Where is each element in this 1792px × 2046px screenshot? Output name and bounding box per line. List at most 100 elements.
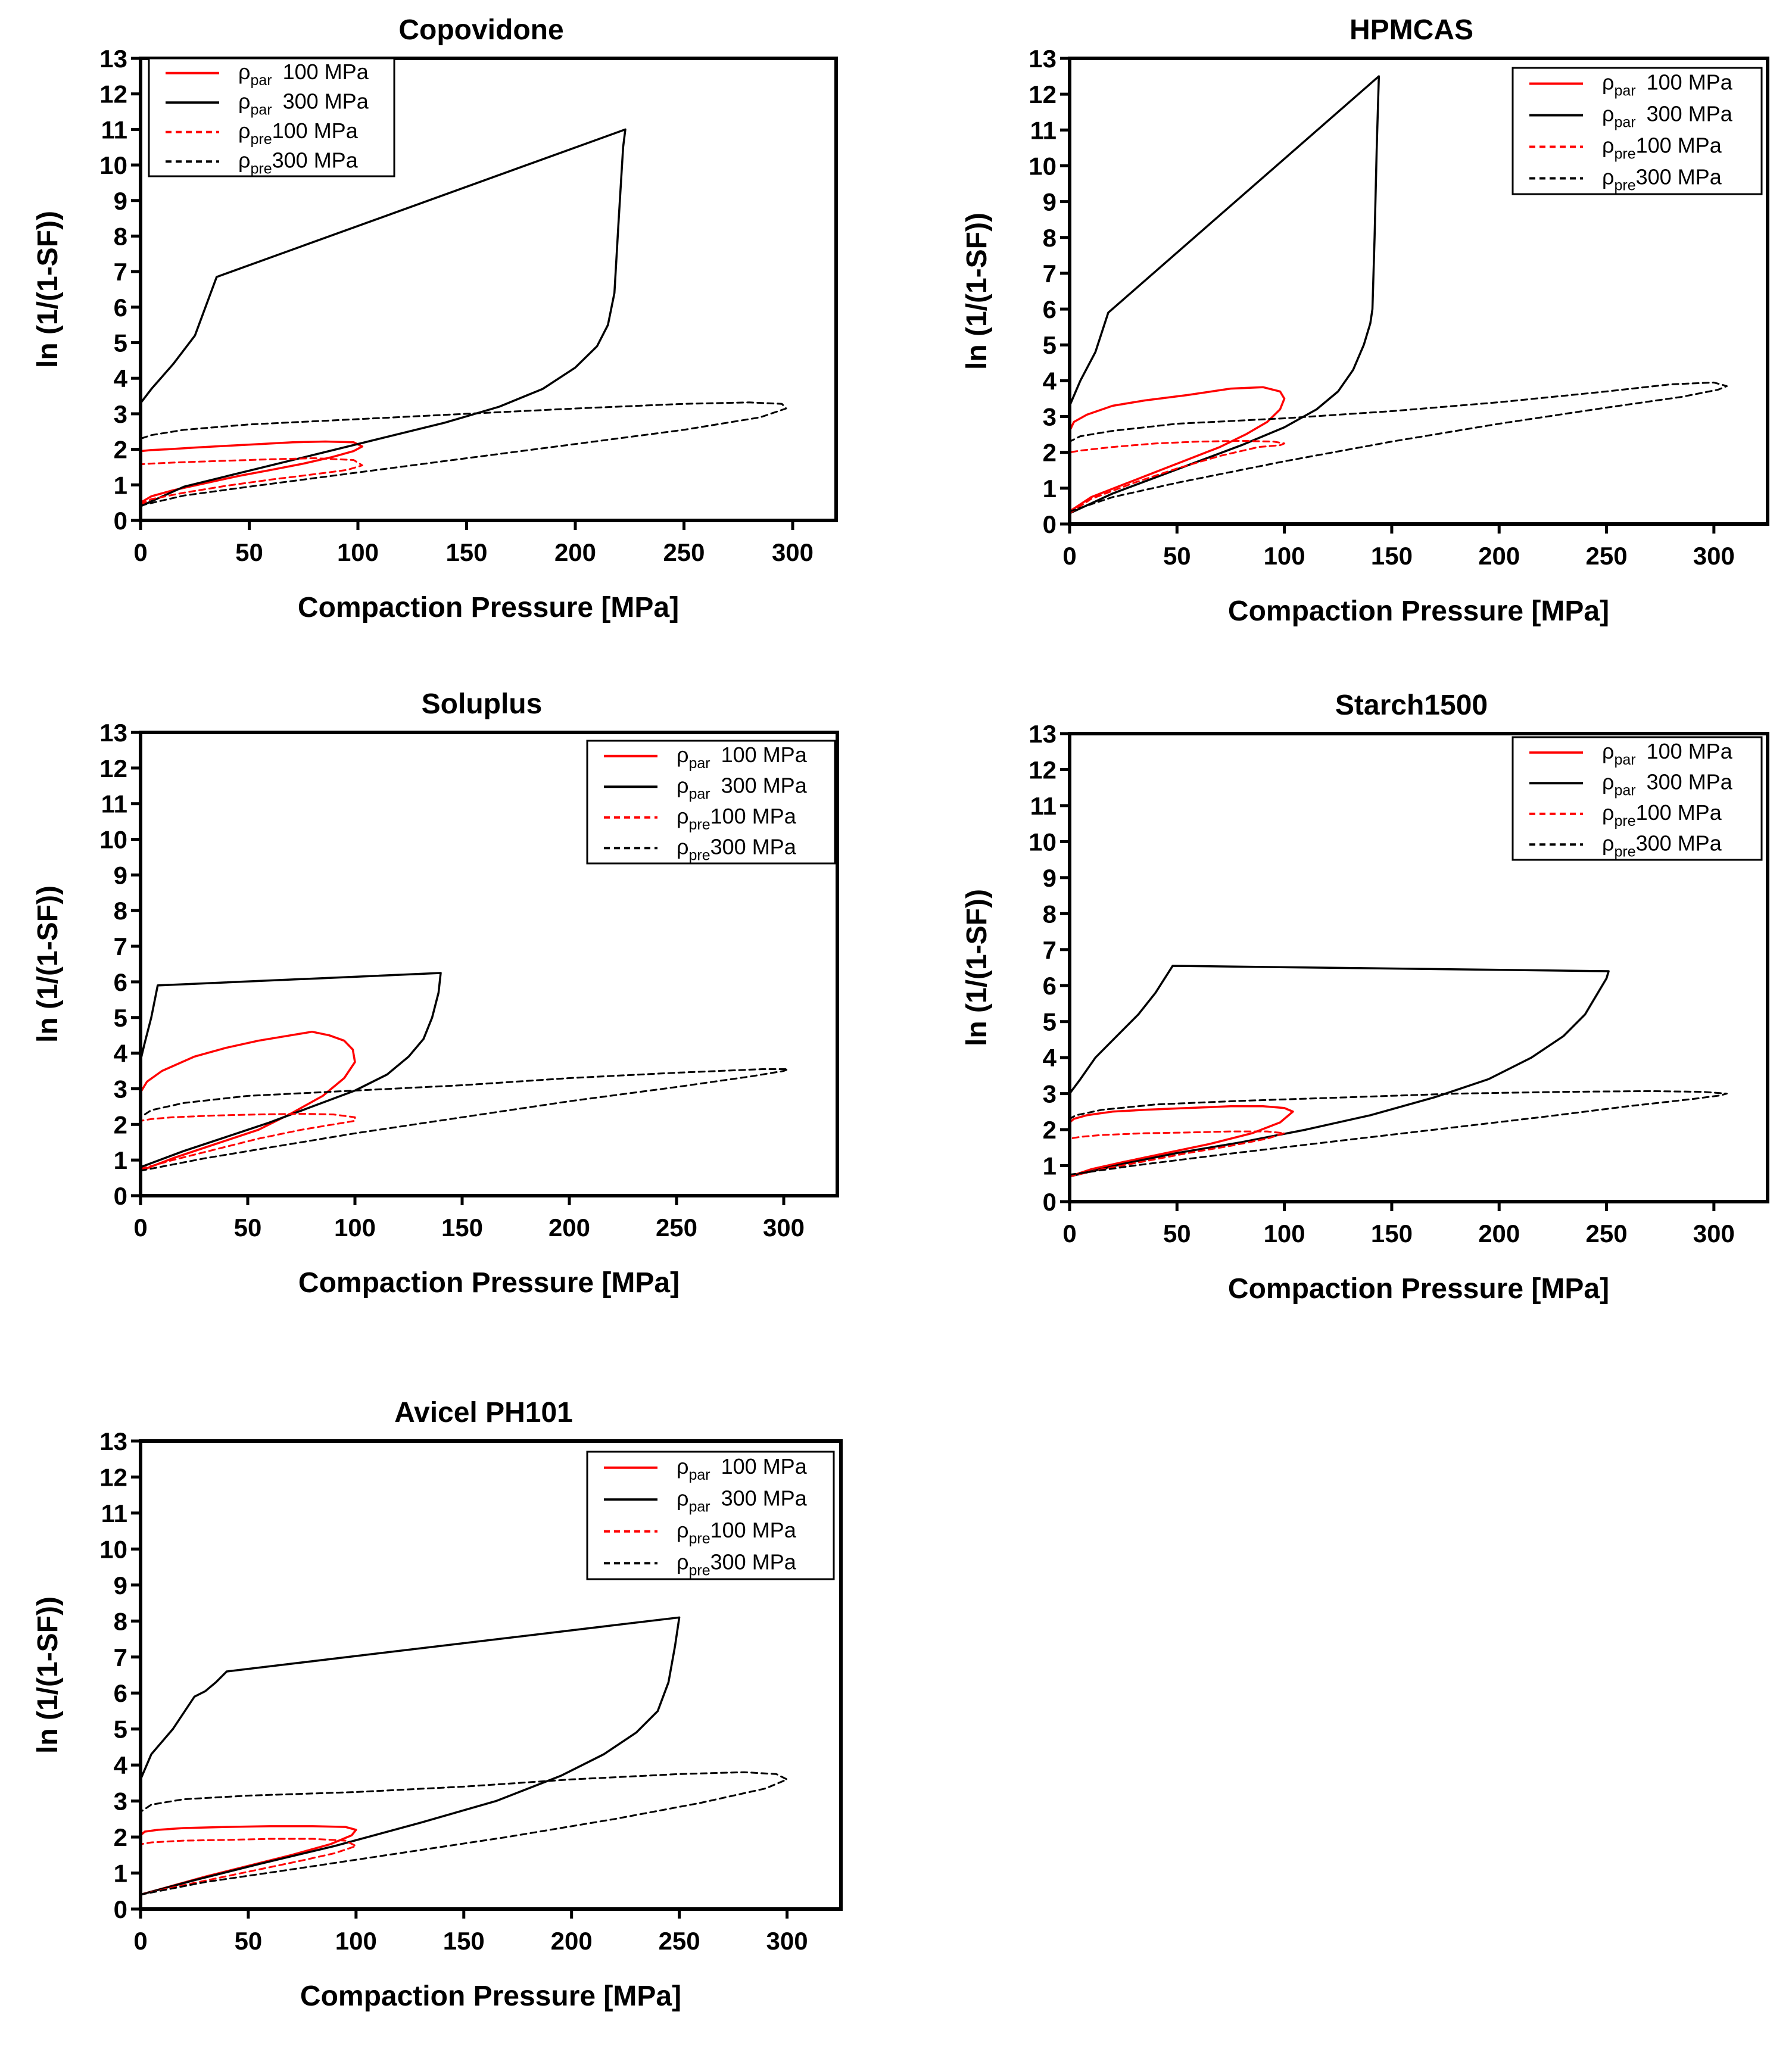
soluplus-ytick-label: 11 [101,790,127,818]
hpmcas-title: HPMCAS [1350,14,1473,46]
copovidone-ytick-label: 12 [99,80,127,108]
copovidone-ytick-label: 8 [114,222,127,250]
starch1500-series-pre100 [1070,1130,1286,1178]
hpmcas-xtick-label: 100 [1264,542,1305,570]
soluplus-title: Soluplus [422,688,543,720]
avicel-ph101-ytick-label: 1 [114,1860,127,1888]
avicel-ph101-legend-label: ρpar 300 MPa [677,1486,808,1515]
hpmcas-legend-label: ρpar 300 MPa [1602,102,1733,131]
soluplus-ytick-label: 9 [114,861,127,889]
copovidone-series-par100 [141,440,364,504]
copovidone-ytick-label: 11 [101,116,127,144]
copovidone-xtick-label: 150 [445,538,487,566]
copovidone-ytick-label: 2 [114,436,127,464]
starch1500-xtick-label: 300 [1693,1220,1735,1247]
starch1500-ytick-label: 4 [1043,1044,1057,1072]
soluplus-ytick-label: 12 [99,754,127,782]
copovidone-xtick-label: 200 [554,538,596,566]
starch1500-ytick-label: 6 [1043,972,1056,1000]
starch1500-xtick-label: 100 [1264,1220,1305,1247]
starch1500-legend-box [1511,736,1763,861]
hpmcas-legend-label: ρpre300 MPa [1602,165,1722,194]
starch1500-ytick-label: 3 [1043,1080,1056,1108]
hpmcas-xlabel: Compaction Pressure [MPa] [1228,595,1609,627]
copovidone-series-par300 [141,128,627,507]
avicel-ph101-legend-box [586,1451,835,1580]
avicel-ph101-ytick-label: 3 [114,1788,127,1816]
copovidone-legend-box [148,57,395,177]
copovidone-legend-label: ρpre300 MPa [238,148,359,177]
hpmcas-series-par300 [1070,75,1380,514]
starch1500-xtick-label: 150 [1371,1220,1413,1247]
soluplus-xtick-label: 200 [548,1214,590,1242]
starch1500-xtick-label: 200 [1478,1220,1520,1247]
avicel-ph101-xlabel: Compaction Pressure [MPa] [300,1980,681,2012]
hpmcas-ytick-label: 2 [1043,439,1056,467]
soluplus-series-pre100 [141,1112,356,1170]
soluplus-ylabel: ln (1/(1-SF)) [32,885,64,1043]
avicel-ph101-xtick-label: 250 [659,1927,700,1955]
starch1500-ylabel: ln (1/(1-SF)) [961,889,993,1046]
avicel-ph101-xtick-label: 50 [235,1927,263,1955]
avicel-ph101-ytick-label: 10 [99,1535,127,1563]
soluplus-xtick-label: 300 [763,1214,805,1242]
copovidone-title: Copovidone [398,14,563,46]
copovidone-series-pre100 [141,457,363,506]
hpmcas-series-pre300 [1070,381,1728,513]
starch1500-legend-label: ρpre100 MPa [1602,800,1722,829]
copovidone-xtick-label: 50 [235,538,263,566]
copovidone-series-pre300 [141,401,787,507]
copovidone-ylabel: ln (1/(1-SF)) [32,211,64,368]
avicel-ph101-series-par300 [141,1616,681,1896]
soluplus-plot-frame [139,731,839,1197]
hpmcas-xtick-label: 250 [1585,542,1627,570]
starch1500-ytick-label: 11 [1030,792,1056,820]
starch1500-ytick-label: 2 [1043,1116,1056,1144]
starch1500-xlabel: Compaction Pressure [MPa] [1228,1273,1609,1305]
soluplus-ytick-label: 5 [114,1004,127,1032]
hpmcas-ytick-label: 4 [1043,367,1057,395]
copovidone-legend-label: ρpar 300 MPa [238,89,369,118]
avicel-ph101-xtick-label: 0 [133,1927,147,1955]
soluplus-series-par100 [141,1030,356,1172]
copovidone-ytick-label: 9 [114,187,127,215]
soluplus-xtick-label: 150 [441,1214,483,1242]
avicel-ph101-xtick-label: 150 [443,1927,485,1955]
copovidone-ytick-label: 13 [99,45,127,73]
hpmcas-legend-label: ρpre100 MPa [1602,133,1722,163]
avicel-ph101-legend-label: ρpre300 MPa [677,1549,797,1579]
copovidone-legend-label: ρpre100 MPa [238,118,359,148]
soluplus-legend-box [586,740,836,865]
hpmcas-ytick-label: 12 [1029,80,1056,108]
avicel-ph101-ytick-label: 0 [114,1895,127,1923]
hpmcas-ytick-label: 3 [1043,403,1056,431]
avicel-ph101-ytick-label: 9 [114,1571,127,1599]
copovidone-ytick-label: 0 [114,507,127,535]
starch1500-ytick-label: 8 [1043,900,1056,928]
starch1500-title: Starch1500 [1335,690,1488,721]
starch1500-series-pre300 [1070,1090,1728,1176]
hpmcas-xtick-label: 50 [1163,542,1191,570]
starch1500-xtick-label: 250 [1585,1220,1627,1247]
soluplus-xtick-label: 100 [334,1214,376,1242]
starch1500-series-par100 [1070,1105,1294,1178]
hpmcas-ytick-label: 11 [1030,116,1056,144]
copovidone-ytick-label: 3 [114,400,127,428]
hpmcas-ytick-label: 9 [1043,188,1056,216]
avicel-ph101-ytick-label: 12 [99,1463,127,1491]
soluplus-ytick-label: 7 [114,932,127,960]
starch1500-ytick-label: 13 [1029,720,1056,748]
hpmcas-series-pre100 [1070,439,1286,514]
hpmcas-ytick-label: 13 [1029,45,1056,73]
copovidone-xtick-label: 250 [663,538,705,566]
starch1500-xtick-label: 50 [1163,1220,1191,1247]
avicel-ph101-plot-frame [139,1439,843,1911]
soluplus-legend-label: ρpar 300 MPa [677,773,808,802]
avicel-ph101-xtick-label: 100 [335,1927,377,1955]
copovidone-plot-frame [139,57,838,522]
